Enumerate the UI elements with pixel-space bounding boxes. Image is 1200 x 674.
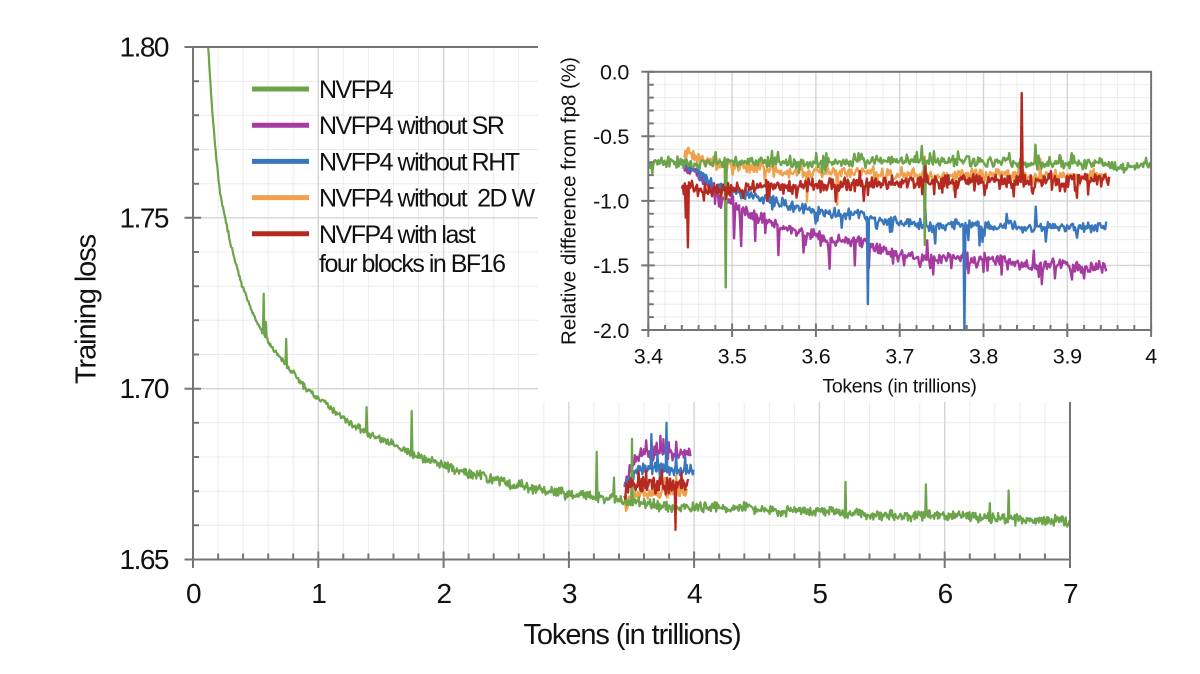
svg-text:4: 4 (687, 578, 702, 609)
svg-text:3.9: 3.9 (1053, 345, 1082, 369)
svg-text:1.70: 1.70 (120, 373, 169, 404)
svg-text:NVFP4 without SR: NVFP4 without SR (319, 112, 504, 140)
svg-text:four blocks in BF16: four blocks in BF16 (319, 250, 505, 278)
svg-text:3.5: 3.5 (718, 345, 747, 369)
svg-text:4: 4 (1145, 345, 1157, 369)
svg-text:0.0: 0.0 (600, 61, 629, 85)
svg-text:Training loss: Training loss (71, 234, 103, 384)
svg-text:0: 0 (186, 578, 201, 609)
svg-text:3.7: 3.7 (885, 345, 914, 369)
svg-text:6: 6 (938, 578, 953, 609)
svg-text:2: 2 (437, 578, 452, 609)
svg-text:NVFP4 without 2D W: NVFP4 without 2D W (319, 185, 536, 213)
svg-text:NVFP4 without RHT: NVFP4 without RHT (319, 148, 520, 176)
svg-text:3.4: 3.4 (634, 345, 663, 369)
svg-text:-2.0: -2.0 (593, 319, 629, 343)
svg-text:Relative difference from fp8 (: Relative difference from fp8 (%) (558, 57, 581, 345)
svg-text:1: 1 (311, 578, 326, 609)
svg-text:-1.0: -1.0 (593, 190, 629, 214)
svg-text:5: 5 (812, 578, 827, 609)
svg-text:1.75: 1.75 (120, 202, 169, 233)
svg-text:3.6: 3.6 (801, 345, 830, 369)
svg-text:Tokens (in trillions): Tokens (in trillions) (822, 376, 976, 398)
svg-text:3.8: 3.8 (969, 345, 998, 369)
svg-text:1.65: 1.65 (120, 544, 169, 575)
svg-text:7: 7 (1063, 578, 1078, 609)
svg-text:NVFP4: NVFP4 (319, 76, 394, 104)
svg-text:-1.5: -1.5 (593, 254, 629, 278)
svg-text:Tokens (in trillions): Tokens (in trillions) (523, 619, 740, 651)
svg-text:1.80: 1.80 (120, 32, 169, 63)
svg-text:-0.5: -0.5 (593, 125, 629, 149)
svg-text:NVFP4 with last: NVFP4 with last (319, 221, 476, 249)
svg-text:3: 3 (562, 578, 577, 609)
